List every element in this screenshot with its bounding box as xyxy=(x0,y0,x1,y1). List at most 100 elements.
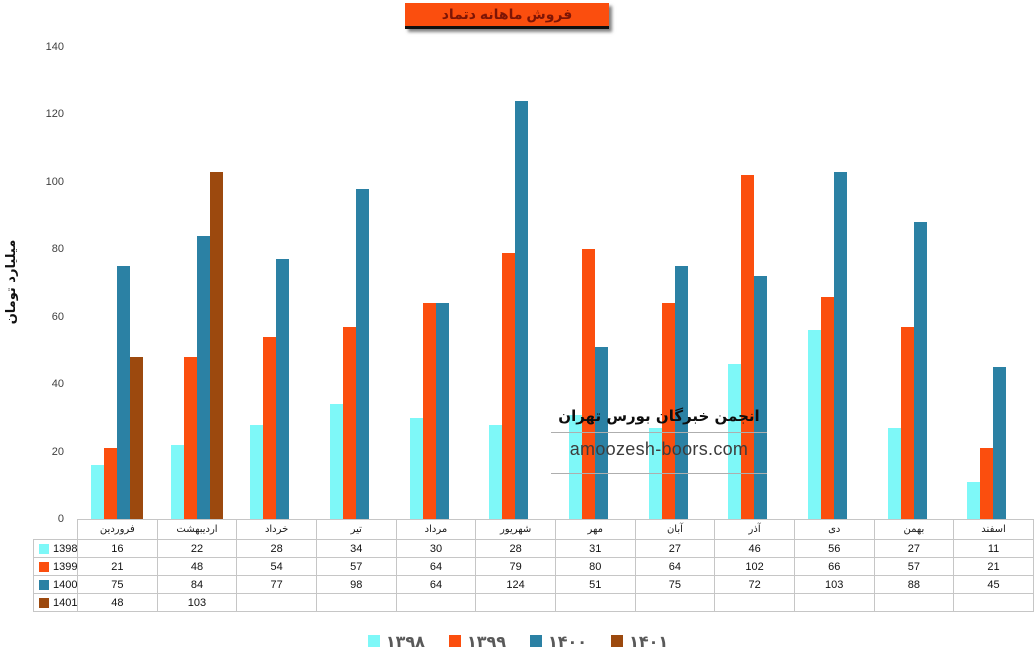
row-header-1401: 1401 xyxy=(33,593,78,612)
row-header-1400: 1400 xyxy=(33,575,78,594)
bar-1398-month-9 xyxy=(728,363,742,519)
cell-1401-month-12 xyxy=(953,593,1034,612)
cell-1399-month-11: 57 xyxy=(873,557,955,576)
cell-1398-month-2: 22 xyxy=(156,539,238,558)
cell-1398-month-10: 56 xyxy=(793,539,875,558)
cell-1398-month-1: 16 xyxy=(77,539,158,558)
bar-1399-month-12 xyxy=(980,448,994,519)
legend-key-icon-1401 xyxy=(39,597,49,608)
legend-swatch-icon-1400 xyxy=(530,635,542,647)
y-tick-label-60: 60 xyxy=(51,310,64,323)
bar-1399-month-6 xyxy=(502,252,516,519)
bar-1399-month-10 xyxy=(820,296,834,519)
y-tick-label-140: 140 xyxy=(45,41,64,53)
table-corner-cell xyxy=(34,520,78,540)
cell-1399-month-6: 79 xyxy=(475,557,556,576)
legend-item-1399: ۱۳۹۹ xyxy=(448,631,506,651)
row-header-label: 1398 xyxy=(53,542,78,555)
cell-1401-month-5 xyxy=(395,593,477,612)
month-header-8: آبان xyxy=(634,519,716,540)
bar-1399-month-4 xyxy=(342,326,356,519)
chart-legend: ۱۳۹۸ ۱۳۹۹ ۱۴۰۰ ۱۴۰۱ xyxy=(0,629,1036,653)
cell-1401-month-1: 48 xyxy=(77,593,158,612)
month-header-11: بهمن xyxy=(873,519,955,540)
bar-1399-month-8 xyxy=(661,303,675,519)
cell-1401-month-4 xyxy=(315,593,397,612)
bar-1399-month-7 xyxy=(581,249,595,519)
bar-1399-month-5 xyxy=(422,303,436,519)
cell-1400-month-7: 51 xyxy=(554,575,636,594)
legend-key-icon-1399 xyxy=(39,561,49,572)
legend-swatch-icon-1399 xyxy=(448,635,461,647)
legend-label-1399: ۱۳۹۹ xyxy=(466,631,506,651)
y-tick-label-100: 100 xyxy=(45,175,64,188)
bar-1401-month-2 xyxy=(209,171,223,519)
table-row-1401: 1401 48 103 xyxy=(33,593,1034,612)
cell-1400-month-3: 77 xyxy=(236,575,317,594)
row-header-1398: 1398 xyxy=(33,539,78,558)
y-tick-label-120: 120 xyxy=(45,108,64,121)
cell-1400-month-8: 75 xyxy=(634,575,716,594)
y-axis-title: میلیارد تومان xyxy=(4,239,19,325)
table-row-1398: 1398 16 22 28 34 30 28 31 27 46 56 27 11 xyxy=(33,539,1034,558)
month-header-10: دی xyxy=(793,519,875,540)
cell-1398-month-7: 31 xyxy=(554,539,636,558)
cell-1400-month-5: 64 xyxy=(395,575,477,594)
cell-1400-month-4: 98 xyxy=(315,575,397,594)
row-header-label: 1400 xyxy=(53,578,78,591)
cell-1398-month-5: 30 xyxy=(395,539,477,558)
cell-1400-month-11: 88 xyxy=(873,575,955,594)
bar-1399-month-3 xyxy=(263,336,277,519)
legend-item-1401: ۱۴۰۱ xyxy=(611,632,668,651)
watermark-site-url: amoozesh-boors.com xyxy=(551,432,767,474)
cell-1399-month-8: 64 xyxy=(634,557,716,576)
bar-1401-month-1 xyxy=(129,357,143,519)
cell-1399-month-10: 66 xyxy=(793,557,875,576)
bar-1398-month-11 xyxy=(887,428,901,519)
bar-1399-month-2 xyxy=(183,357,197,519)
cell-1398-month-12: 11 xyxy=(953,539,1034,558)
legend-label-1398: ۱۳۹۸ xyxy=(385,631,425,651)
y-tick-label-20: 20 xyxy=(51,445,64,458)
month-header-6: شهریور xyxy=(475,519,556,540)
bar-1400-month-3 xyxy=(276,259,290,519)
row-header-1399: 1399 xyxy=(33,557,78,576)
cell-1399-month-1: 21 xyxy=(77,557,158,576)
legend-label-1400: ۱۴۰۰ xyxy=(548,631,588,651)
cell-1398-month-11: 27 xyxy=(873,539,955,558)
legend-swatch-icon-1401 xyxy=(611,635,624,647)
cell-1400-month-1: 75 xyxy=(77,575,158,594)
bar-1400-month-4 xyxy=(355,188,369,519)
cell-1399-month-3: 54 xyxy=(236,557,317,576)
cell-1398-month-8: 27 xyxy=(634,539,716,558)
data-table: فروردین اردیبهشت خرداد تیر مرداد شهریور مهر آبا… xyxy=(33,519,1034,612)
cell-1401-month-11 xyxy=(873,593,955,612)
month-header-12: اسفند xyxy=(953,519,1034,540)
cell-1401-month-6 xyxy=(475,593,556,612)
bar-1400-month-5 xyxy=(435,303,449,519)
row-header-label: 1399 xyxy=(53,560,78,573)
bar-1398-month-6 xyxy=(489,424,503,519)
bar-1400-month-12 xyxy=(993,367,1007,519)
legend-label-1401: ۱۴۰۱ xyxy=(629,631,669,651)
bar-1398-month-2 xyxy=(170,444,184,519)
cell-1399-month-4: 57 xyxy=(315,557,397,576)
bar-1398-month-12 xyxy=(967,481,981,519)
bar-1400-month-6 xyxy=(515,100,529,519)
month-header-7: مهر xyxy=(554,519,636,540)
bar-1400-month-9 xyxy=(754,276,768,519)
bar-1398-month-7 xyxy=(568,414,582,519)
cell-1401-month-2: 103 xyxy=(156,593,238,612)
cell-1401-month-9 xyxy=(714,593,795,612)
cell-1399-month-12: 21 xyxy=(953,557,1034,576)
y-tick-label-40: 40 xyxy=(51,378,64,391)
y-tick-label-80: 80 xyxy=(51,243,64,256)
table-row-1399: 1399 21 48 54 57 64 79 80 64 102 66 57 21 xyxy=(33,557,1034,576)
cell-1399-month-9: 102 xyxy=(714,557,795,576)
month-header-5: مرداد xyxy=(395,519,477,540)
cell-1400-month-12: 45 xyxy=(953,575,1034,594)
bar-1398-month-4 xyxy=(329,404,343,519)
legend-key-icon-1400 xyxy=(39,579,49,590)
cell-1398-month-4: 34 xyxy=(315,539,397,558)
